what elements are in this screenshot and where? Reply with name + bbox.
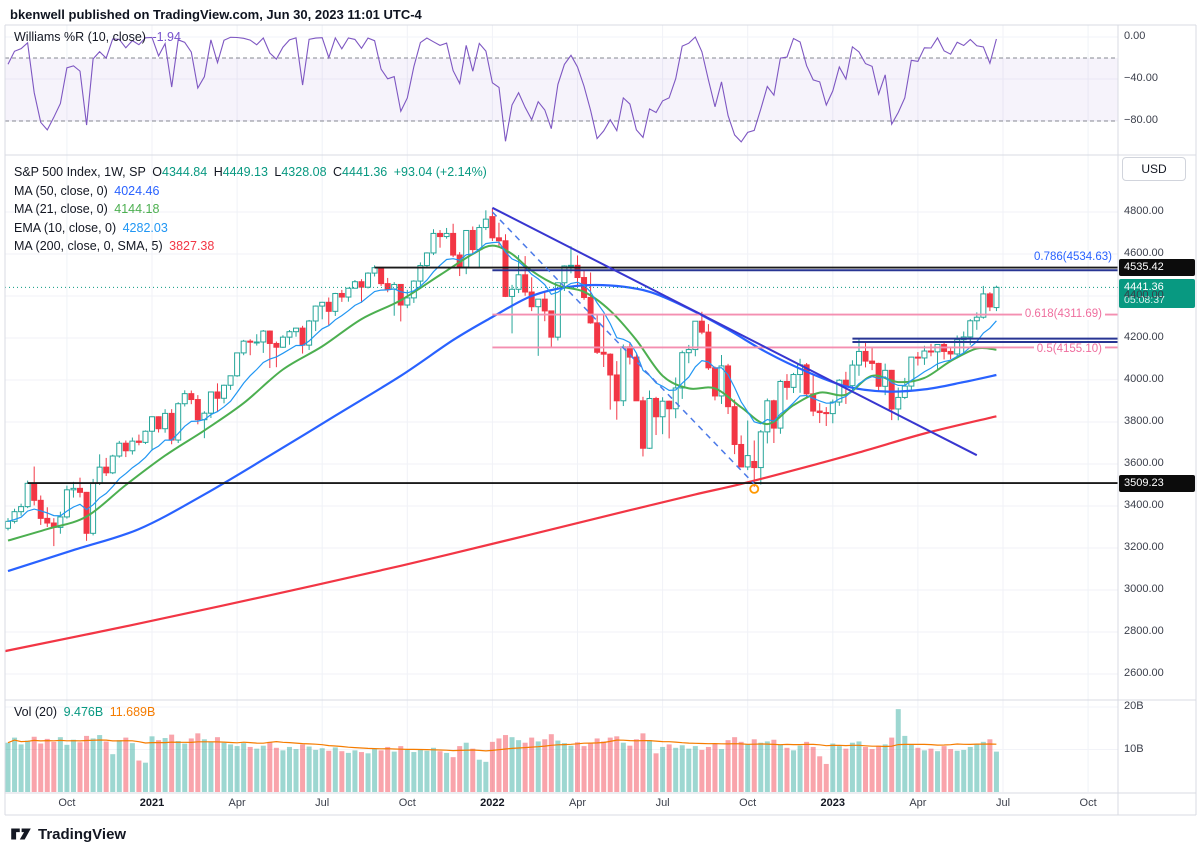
time-axis-label: 2023 [820, 797, 846, 809]
drawings [27, 206, 1118, 494]
volume-legend-label[interactable]: Vol (20) [14, 705, 58, 719]
ma-50-line [7, 283, 997, 573]
symbol-title[interactable]: S&P 500 Index, 1W, SP [14, 165, 146, 179]
williams-axis-label: −80.00 [1124, 114, 1158, 126]
williams-axis-label: 0.00 [1124, 30, 1146, 42]
ema10-value: 4282.03 [122, 220, 168, 235]
ma50-label[interactable]: MA (50, close, 0) [14, 183, 108, 198]
tradingview-footer[interactable]: TradingView [10, 822, 126, 846]
ema-10-line [7, 241, 997, 522]
symbol-row: S&P 500 Index, 1W, SP O4344.84 H4449.13 … [14, 163, 490, 182]
williams-r-pane [5, 36, 1118, 143]
high-value: 4449.13 [222, 165, 268, 179]
current-price-value: 4441.36 [1124, 281, 1164, 293]
fib-0786-label[interactable]: 0.786(4534.63) [1033, 251, 1112, 263]
close-label: C [333, 165, 343, 179]
ma200-row: MA (200, close, 0, SMA, 5) 3827.38 [14, 237, 490, 256]
price-axis-label: 3000.00 [1124, 583, 1164, 595]
time-axis-label: Apr [568, 797, 587, 809]
volume-ma-line [7, 739, 997, 752]
tradingview-logo-text: TradingView [38, 825, 127, 843]
price-axis-label: 4400.00 [1124, 289, 1164, 301]
price-axis-label: 3600.00 [1124, 457, 1164, 469]
price-axis-label: 2600.00 [1124, 667, 1164, 679]
open-value: 4344.84 [162, 165, 208, 179]
ma200-label[interactable]: MA (200, close, 0, SMA, 5) [14, 239, 163, 253]
bar-countdown: 05:08:37 [1124, 293, 1165, 306]
change-value: +93.04 (+2.14%) [393, 165, 487, 179]
price-axis-label: 4600.00 [1124, 247, 1164, 259]
low-marker-circle [749, 483, 760, 494]
price-axis-label: 2800.00 [1124, 625, 1164, 637]
time-axis-label: 2021 [139, 797, 165, 809]
price-axis-label: 4200.00 [1124, 331, 1164, 343]
volume-value: 9.476B [63, 705, 104, 719]
ma-21-line [7, 244, 997, 542]
candlesticks [5, 208, 1000, 547]
price-axis-label: 3400.00 [1124, 499, 1164, 511]
level-badge-4535: 4535.42 [1119, 259, 1195, 276]
volume-axis-label: 20B [1124, 700, 1144, 712]
williams-r-legend-label[interactable]: Williams %R (10, close) [14, 30, 146, 44]
ema10-row: EMA (10, close, 0) 4282.03 [14, 219, 490, 238]
time-axis-label: 2022 [480, 797, 505, 809]
low-value: 4328.08 [281, 165, 327, 179]
williams-r-line [7, 36, 997, 143]
ma200-value: 3827.38 [169, 239, 215, 253]
trendline-dashed-blue [491, 211, 755, 485]
price-axis-label: 4000.00 [1124, 373, 1164, 385]
volume-legend: Vol (20) 9.476B 11.689B [14, 705, 158, 719]
time-axis-label: Apr [909, 797, 927, 809]
currency-button[interactable]: USD [1122, 157, 1186, 181]
time-axis-label: Oct [739, 797, 757, 809]
close-value: 4441.36 [342, 165, 388, 179]
williams-r-value: -1.94 [152, 30, 181, 44]
tradingview-logo-icon [11, 828, 31, 840]
time-axis-label: Oct [1079, 797, 1097, 809]
fib-05-label[interactable]: 0.5(4155.10) [1033, 343, 1105, 355]
volume-ma-value: 11.689B [109, 705, 156, 719]
price-axis-label: 3200.00 [1124, 541, 1164, 553]
volume-axis-label: 10B [1124, 742, 1144, 755]
volume-pane [5, 709, 999, 792]
open-label: O [152, 165, 163, 179]
time-axis-label: Apr [228, 797, 246, 809]
time-axis-label: Oct [398, 797, 416, 809]
time-axis-label: Jul [655, 797, 670, 809]
ma21-label[interactable]: MA (21, close, 0) [14, 202, 108, 216]
ma21-row: MA (21, close, 0) 4144.18 [14, 200, 490, 219]
fib-0618-label[interactable]: 0.618(4311.69) [1021, 308, 1105, 320]
trendline-solid-navy [491, 206, 978, 457]
price-axis-label: 3800.00 [1124, 415, 1164, 427]
ma21-value: 4144.18 [114, 202, 160, 216]
moving-averages [5, 241, 997, 653]
ma50-row: MA (50, close, 0) 4024.46 [14, 182, 490, 201]
current-price-badge: 4441.36 05:08:37 [1119, 279, 1195, 308]
time-axis-label: Oct [58, 797, 76, 809]
pane-separators [4, 24, 1197, 816]
level-badge-3509: 3509.23 [1119, 475, 1195, 492]
price-axis-label: 4800.00 [1124, 205, 1164, 217]
ma50-value: 4024.46 [114, 183, 160, 198]
williams-r-legend: Williams %R (10, close) -1.94 [14, 30, 184, 44]
time-axis-label: Jul [995, 797, 1011, 809]
main-legend: S&P 500 Index, 1W, SP O4344.84 H4449.13 … [14, 163, 490, 256]
low-label: L [274, 165, 282, 179]
time-axis-label: Jul [315, 797, 330, 809]
high-label: H [213, 165, 223, 179]
ema10-label[interactable]: EMA (10, close, 0) [14, 220, 117, 235]
williams-axis-label: −40.00 [1124, 72, 1158, 84]
publish-caption: bkenwell published on TradingView.com, J… [10, 7, 422, 22]
ma-200-line [5, 415, 997, 653]
